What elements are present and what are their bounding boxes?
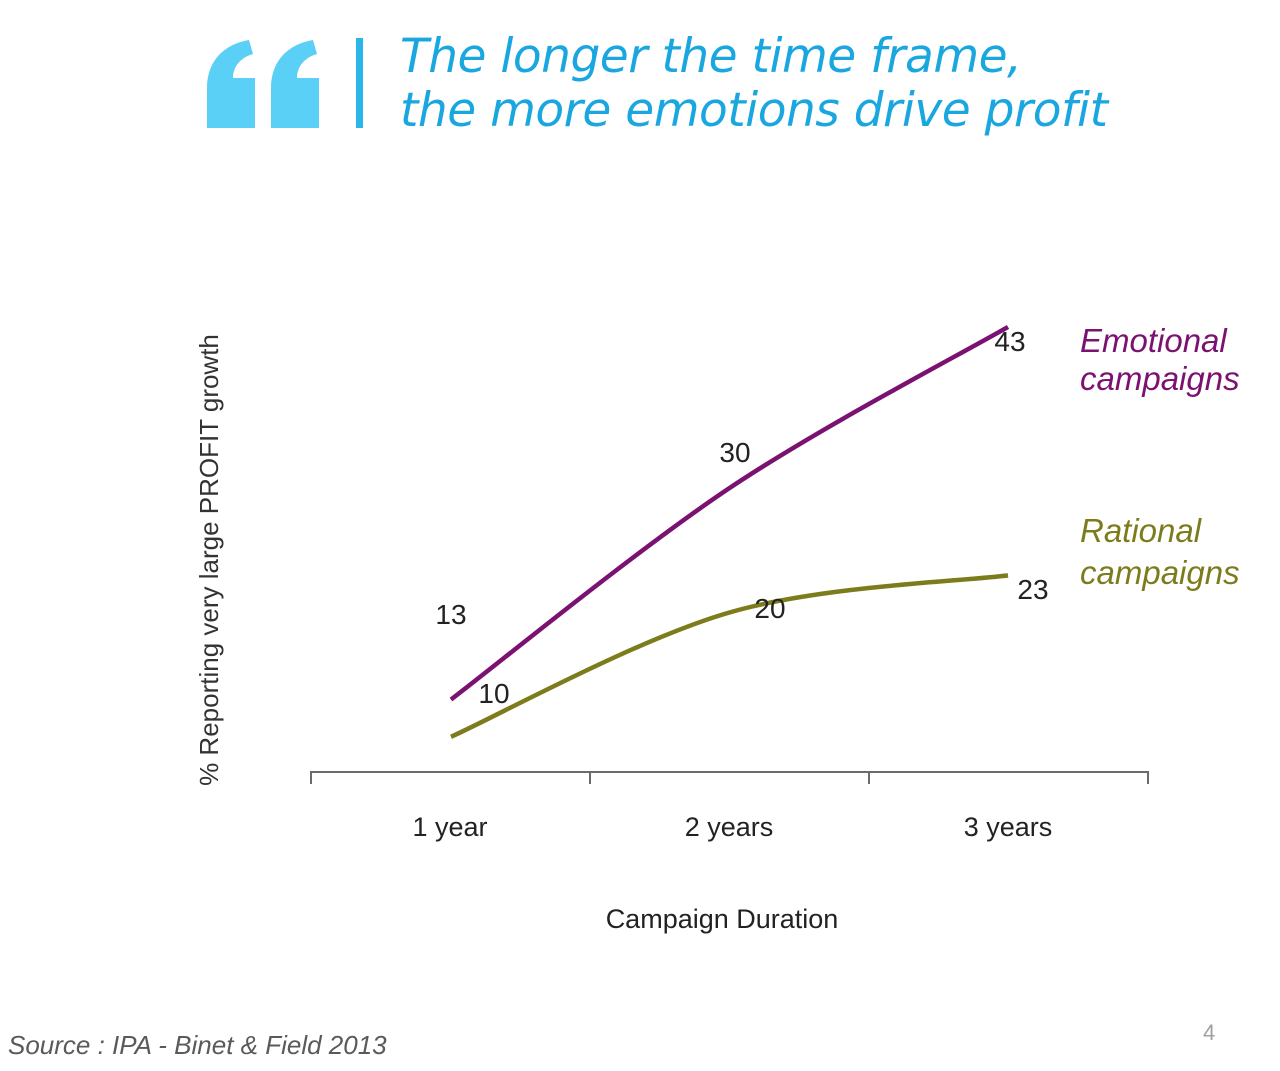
x-tick-label-1-year: 1 year — [412, 812, 487, 842]
data-label-emotional-2-years: 30 — [719, 437, 750, 468]
data-label-emotional-1-year: 13 — [435, 599, 466, 630]
y-axis-label: % Reporting very large PROFIT growth — [194, 334, 224, 786]
series-line-emotional — [449, 324, 1010, 702]
source-citation: Source : IPA - Binet & Field 2013 — [8, 1030, 387, 1060]
page-title: The longer the time frame, the more emot… — [400, 30, 1200, 138]
x-tick-label-2-years: 2 years — [685, 812, 774, 842]
series-line-rational — [450, 573, 1009, 739]
data-label-rational-1-year: 10 — [478, 678, 509, 709]
title-divider — [356, 38, 363, 128]
quote-mark-icon — [207, 40, 319, 128]
title-line-1: The longer the time frame, — [400, 29, 1022, 84]
legend-rational: Rational campaigns — [1080, 512, 1240, 591]
page-number: 4 — [1203, 1020, 1216, 1045]
data-label-rational-2-years: 20 — [754, 593, 785, 624]
data-label-emotional-3-years: 43 — [994, 326, 1025, 357]
data-label-rational-3-years: 23 — [1017, 574, 1048, 605]
x-axis-label: Campaign Duration — [606, 904, 839, 934]
x-tick-label-3-years: 3 years — [964, 812, 1053, 842]
title-line-2: the more emotions drive profit — [400, 83, 1108, 138]
legend-emotional: Emotional campaigns — [1080, 322, 1240, 397]
